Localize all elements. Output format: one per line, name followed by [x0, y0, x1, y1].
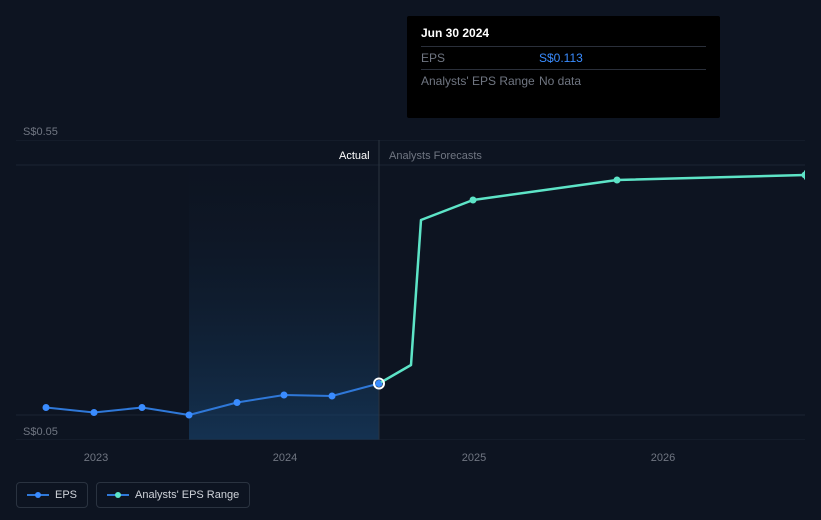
x-tick-label: 2025 — [462, 452, 486, 464]
legend-label: EPS — [55, 489, 77, 501]
region-label-forecasts: Analysts Forecasts — [389, 150, 482, 162]
legend-label: Analysts' EPS Range — [135, 489, 239, 501]
tooltip-value: S$0.113 — [539, 51, 583, 65]
legend-item-eps[interactable]: EPS — [16, 482, 88, 508]
chart-legend: EPS Analysts' EPS Range — [16, 482, 250, 508]
eps-chart — [16, 140, 805, 440]
region-label-actual: Actual — [339, 150, 370, 162]
tooltip-date: Jun 30 2024 — [421, 26, 706, 40]
legend-swatch-icon — [27, 491, 49, 499]
chart-tooltip: Jun 30 2024 EPS S$0.113 Analysts' EPS Ra… — [407, 16, 720, 118]
y-tick-label: S$0.55 — [23, 126, 58, 138]
tooltip-row-range: Analysts' EPS Range No data — [421, 69, 706, 92]
tooltip-value: No data — [539, 74, 581, 88]
x-tick-label: 2023 — [84, 452, 108, 464]
legend-swatch-icon — [107, 491, 129, 499]
tooltip-row-eps: EPS S$0.113 — [421, 46, 706, 69]
tooltip-label: EPS — [421, 51, 539, 65]
tooltip-label: Analysts' EPS Range — [421, 74, 539, 88]
x-tick-label: 2024 — [273, 452, 297, 464]
y-tick-label: S$0.05 — [23, 426, 58, 438]
x-tick-label: 2026 — [651, 452, 675, 464]
legend-item-range[interactable]: Analysts' EPS Range — [96, 482, 250, 508]
